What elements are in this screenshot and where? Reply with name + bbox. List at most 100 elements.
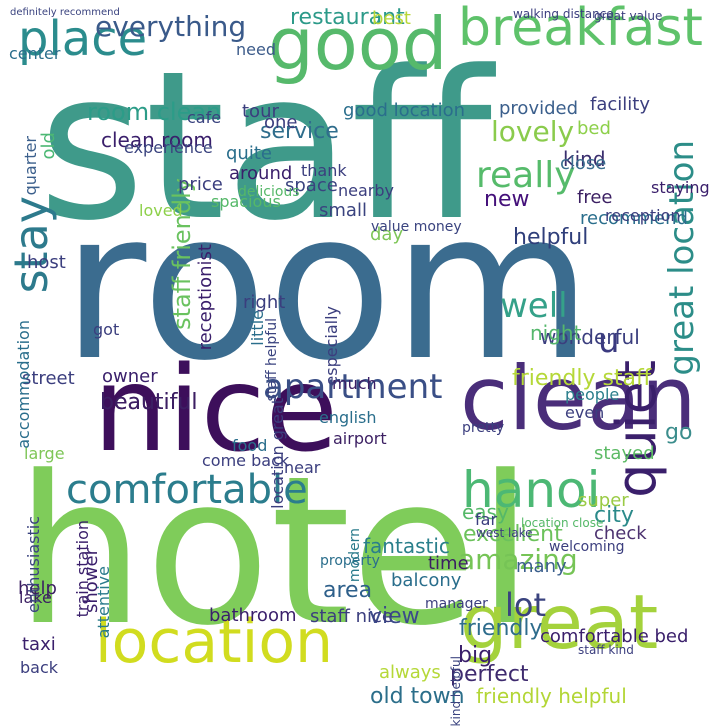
cloud-word: pretty	[462, 420, 505, 436]
cloud-word: near	[284, 458, 321, 477]
cloud-word: fantastic	[363, 534, 450, 558]
cloud-word: comfortable	[66, 467, 308, 513]
cloud-word: bathroom	[209, 605, 297, 626]
cloud-word: attentive	[94, 566, 113, 639]
cloud-word: reception	[605, 206, 681, 225]
cloud-word: cafe	[187, 108, 222, 127]
cloud-word: delicious	[238, 184, 300, 200]
cloud-word: around	[229, 163, 293, 184]
cloud-word: owner	[102, 366, 158, 387]
cloud-word: west lake	[476, 526, 533, 540]
cloud-word: nearby	[338, 181, 394, 200]
cloud-word: come back	[202, 451, 290, 470]
cloud-word: city	[594, 503, 634, 528]
cloud-word: right	[243, 292, 286, 313]
cloud-word: friendly	[459, 616, 543, 641]
cloud-word: close	[560, 153, 607, 174]
cloud-word: kind helpful	[449, 655, 463, 726]
cloud-word: train station	[73, 520, 92, 618]
cloud-word: breakfast	[458, 0, 703, 58]
cloud-word: old	[38, 132, 59, 160]
cloud-word: beautiful	[100, 390, 198, 415]
cloud-word: street	[22, 368, 75, 389]
cloud-word: nice	[93, 340, 339, 478]
cloud-word: walking distance	[513, 7, 614, 21]
cloud-word: good location	[343, 100, 466, 121]
cloud-word: quite	[226, 143, 272, 164]
cloud-word: taxi	[22, 634, 56, 655]
cloud-word: lot	[505, 586, 547, 624]
cloud-word: go	[665, 420, 693, 445]
cloud-word: spacious	[211, 192, 281, 211]
cloud-word: room	[62, 168, 593, 406]
cloud-word: great location	[662, 140, 702, 376]
cloud-word: staff nice	[310, 606, 393, 627]
cloud-word: even	[565, 403, 605, 422]
cloud-word: free	[577, 187, 613, 208]
cloud-word: staff kind	[578, 643, 634, 657]
cloud-word: view	[369, 604, 420, 629]
cloud-word: need	[236, 40, 276, 59]
cloud-word: staff	[38, 28, 493, 266]
cloud-word: big	[458, 643, 493, 668]
cloud-word: thank	[301, 161, 347, 180]
cloud-word: loved	[139, 201, 183, 220]
cloud-word: night	[530, 321, 582, 345]
cloud-word: much	[332, 374, 377, 393]
cloud-word: clean	[460, 347, 697, 450]
cloud-word: far	[475, 510, 498, 529]
cloud-word: location close	[521, 516, 604, 530]
cloud-word: friendly staff	[512, 366, 652, 391]
cloud-word: english	[319, 408, 377, 427]
cloud-word: back	[20, 658, 59, 677]
cloud-word: host	[27, 252, 66, 273]
cloud-word: large	[24, 444, 65, 463]
cloud-word: helpful	[513, 225, 589, 250]
cloud-word: recommend	[580, 208, 688, 229]
cloud-word: hotel	[15, 433, 534, 671]
cloud-word: super	[578, 490, 629, 511]
cloud-word: center	[9, 44, 61, 63]
cloud-word: well	[500, 286, 568, 326]
cloud-word: clean room	[101, 128, 213, 152]
cloud-word: lake	[19, 588, 52, 607]
cloud-word: room clean	[87, 98, 222, 126]
cloud-word: stay	[4, 196, 58, 294]
cloud-word: value money	[371, 219, 462, 235]
cloud-word: friendly helpful	[476, 684, 627, 708]
cloud-word: amazing	[458, 543, 578, 576]
cloud-word: property	[320, 553, 380, 569]
cloud-word: hanoi	[462, 461, 601, 519]
cloud-word: new	[484, 187, 530, 212]
cloud-word: people	[565, 385, 620, 404]
cloud-word: beautiful	[100, 390, 198, 415]
cloud-word: facility	[590, 94, 650, 115]
cloud-word: receptionist	[195, 244, 216, 351]
cloud-word: everything	[95, 10, 247, 43]
cloud-word: welcoming	[549, 539, 625, 555]
cloud-word: u	[598, 321, 620, 361]
cloud-word: old town	[370, 684, 465, 709]
cloud-word: help	[18, 578, 57, 599]
cloud-word: one	[264, 112, 298, 133]
cloud-word: airport	[333, 429, 387, 448]
cloud-word: tour	[242, 101, 279, 122]
cloud-word: service	[260, 119, 339, 144]
cloud-word: place	[18, 11, 148, 67]
cloud-word: quarter	[21, 136, 40, 196]
cloud-word: modern	[347, 528, 363, 583]
cloud-word: accommodation	[14, 320, 33, 449]
cloud-word: bed	[577, 118, 611, 139]
cloud-word: provided	[499, 98, 579, 119]
cloud-word: lovely	[491, 115, 575, 148]
cloud-word: comfortable bed	[540, 626, 689, 647]
cloud-word: manager	[425, 596, 488, 612]
cloud-word: time	[428, 553, 469, 574]
cloud-word: price	[178, 174, 223, 195]
cloud-word: check	[594, 523, 647, 544]
cloud-word: staff helpful	[264, 318, 280, 402]
cloud-word: easy	[462, 500, 509, 524]
cloud-word: perfect	[450, 662, 529, 687]
cloud-word: apartment	[263, 367, 443, 407]
